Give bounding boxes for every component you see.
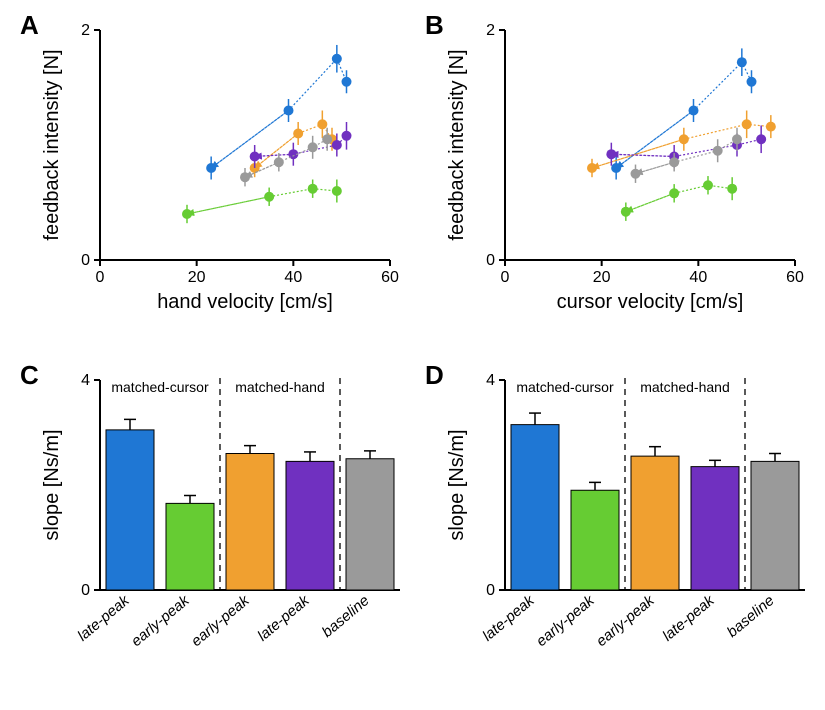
svg-text:slope [Ns/m]: slope [Ns/m] — [41, 429, 63, 540]
svg-text:late-peak: late-peak — [479, 591, 538, 645]
svg-text:baseline: baseline — [319, 592, 373, 641]
svg-text:0: 0 — [81, 252, 90, 269]
svg-text:early-peak: early-peak — [128, 591, 194, 650]
svg-text:20: 20 — [188, 269, 206, 286]
svg-text:late-peak: late-peak — [659, 591, 718, 645]
svg-text:2: 2 — [81, 22, 90, 39]
panel-a: A 0 20 40 60 0 2 hand velocity [cm/s] feedback … — [15, 10, 410, 330]
panel-c-plot: 04slope [Ns/m]late-peakearly-peakearly-p… — [15, 360, 410, 700]
svg-text:40: 40 — [284, 269, 302, 286]
svg-text:2: 2 — [486, 22, 495, 39]
svg-text:cursor velocity [cm/s]: cursor velocity [cm/s] — [557, 291, 744, 313]
svg-text:0: 0 — [501, 269, 510, 286]
panel-a-plot: 0 20 40 60 0 2 hand velocity [cm/s] feedback in… — [15, 10, 410, 330]
panel-b: B 0 20 40 60 0 2 cursor velocity [cm/s] feedbac… — [420, 10, 815, 330]
panel-d-label: D — [425, 360, 444, 391]
panel-c-label: C — [20, 360, 39, 391]
svg-text:feedback intensity [N]: feedback intensity [N] — [41, 49, 63, 240]
svg-text:0: 0 — [486, 582, 495, 599]
svg-text:20: 20 — [593, 269, 611, 286]
svg-text:4: 4 — [486, 372, 495, 389]
svg-text:late-peak: late-peak — [254, 591, 313, 645]
svg-text:0: 0 — [81, 582, 90, 599]
svg-text:early-peak: early-peak — [188, 591, 254, 650]
svg-text:4: 4 — [81, 372, 90, 389]
panel-b-plot: 0 20 40 60 0 2 cursor velocity [cm/s] feedback … — [420, 10, 815, 330]
panel-a-label: A — [20, 10, 39, 41]
svg-text:matched-cursor: matched-cursor — [516, 379, 614, 395]
svg-text:early-peak: early-peak — [533, 591, 599, 650]
panel-b-label: B — [425, 10, 444, 41]
panel-c: C 04slope [Ns/m]late-peakearly-peakearly… — [15, 360, 410, 700]
svg-text:40: 40 — [689, 269, 707, 286]
svg-text:60: 60 — [786, 269, 804, 286]
figure-root: A 020406002hand velocity [cm/s]feedback … — [0, 0, 825, 710]
svg-text:matched-cursor: matched-cursor — [111, 379, 209, 395]
svg-text:matched-hand: matched-hand — [235, 379, 325, 395]
svg-text:0: 0 — [486, 252, 495, 269]
svg-text:feedback intensity [N]: feedback intensity [N] — [446, 49, 468, 240]
svg-text:0: 0 — [96, 269, 105, 286]
svg-text:slope [Ns/m]: slope [Ns/m] — [446, 429, 468, 540]
svg-text:baseline: baseline — [724, 592, 778, 641]
svg-text:matched-hand: matched-hand — [640, 379, 730, 395]
svg-text:60: 60 — [381, 269, 399, 286]
svg-text:early-peak: early-peak — [593, 591, 659, 650]
svg-text:hand velocity [cm/s]: hand velocity [cm/s] — [157, 291, 333, 313]
panel-d: D 04slope [Ns/m]late-peakearly-peakearly… — [420, 360, 815, 700]
svg-text:late-peak: late-peak — [74, 591, 133, 645]
panel-d-plot: 04slope [Ns/m]late-peakearly-peakearly-p… — [420, 360, 815, 700]
